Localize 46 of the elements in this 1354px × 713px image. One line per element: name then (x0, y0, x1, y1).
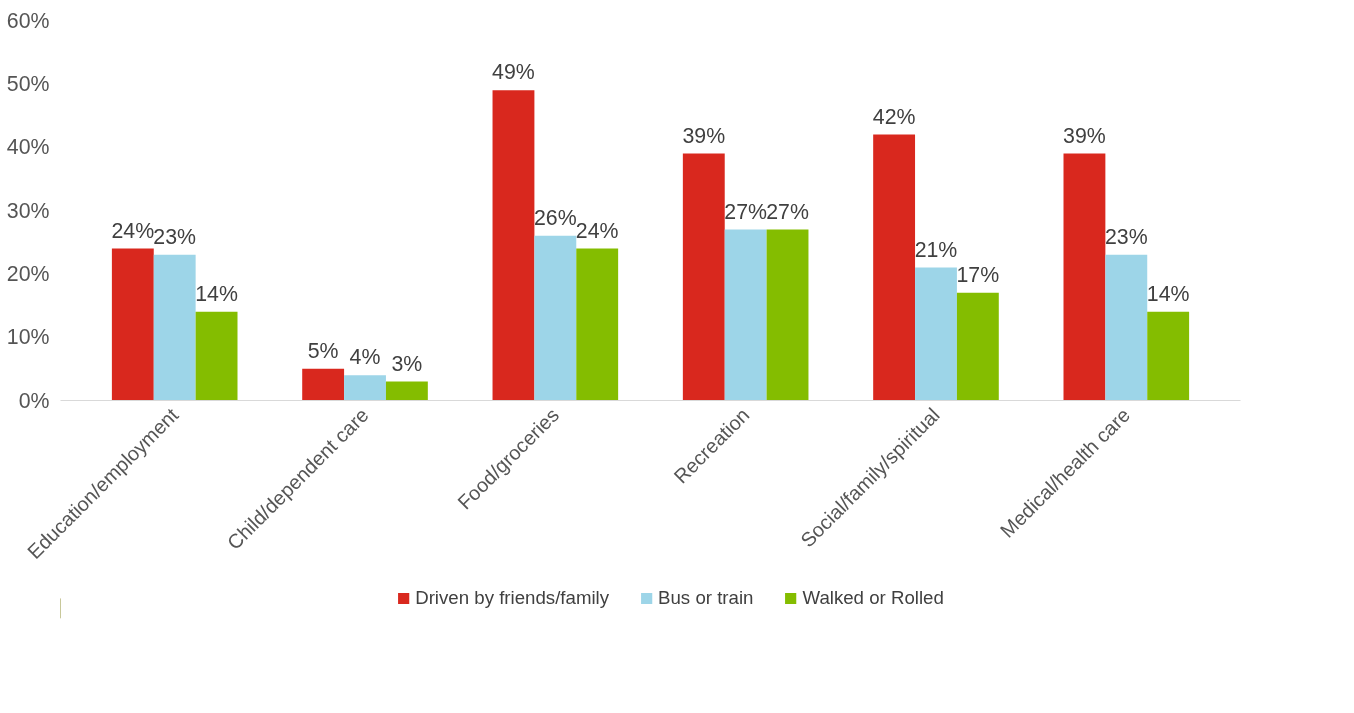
y-tick-label: 30% (6, 198, 50, 223)
y-tick-label: 60% (6, 8, 50, 33)
y-tick-label: 20% (6, 261, 50, 286)
data-label: 14% (195, 281, 238, 306)
legend-label: Bus or train (658, 587, 754, 609)
legend-label: Driven by friends/family (415, 587, 610, 609)
bar (195, 311, 238, 401)
bar (153, 254, 196, 401)
bar (766, 229, 809, 401)
bar (534, 235, 577, 401)
legend-label: Walked or Rolled (802, 587, 944, 609)
data-label: 39% (682, 123, 726, 148)
data-label: 23% (1104, 224, 1148, 249)
bar (956, 292, 999, 401)
data-label: 21% (914, 237, 958, 262)
data-label: 27% (766, 199, 809, 224)
data-label: 49% (492, 60, 535, 85)
data-label: 39% (1063, 123, 1106, 148)
data-label: 3% (391, 351, 423, 376)
bar (1063, 153, 1106, 401)
data-label: 23% (153, 224, 197, 249)
data-label: 17% (956, 262, 1000, 287)
bar (385, 381, 428, 401)
data-label: 26% (533, 205, 577, 230)
bar (724, 229, 767, 401)
y-tick-label: 10% (6, 325, 50, 350)
bar (873, 134, 916, 401)
bar (344, 375, 386, 401)
y-tick-label: 50% (6, 71, 50, 96)
data-label: 14% (1146, 281, 1190, 306)
bar (492, 90, 535, 401)
bar (915, 267, 957, 401)
data-label: 5% (307, 338, 339, 363)
bar (111, 248, 154, 401)
data-label: 24% (575, 218, 619, 243)
data-label: 27% (724, 199, 768, 224)
bar (682, 153, 725, 401)
data-label: 4% (349, 345, 381, 370)
bar (1105, 254, 1148, 401)
data-label: 24% (111, 218, 155, 243)
bar (1147, 311, 1190, 401)
bar (302, 368, 345, 401)
bar (576, 248, 619, 401)
y-tick-label: 0% (18, 388, 50, 413)
data-label: 42% (872, 104, 916, 129)
y-tick-label: 40% (6, 135, 50, 160)
